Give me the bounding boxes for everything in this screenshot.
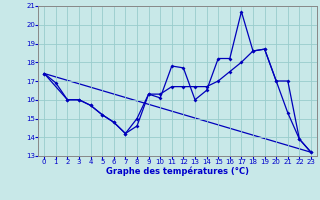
X-axis label: Graphe des températures (°C): Graphe des températures (°C)	[106, 167, 249, 176]
